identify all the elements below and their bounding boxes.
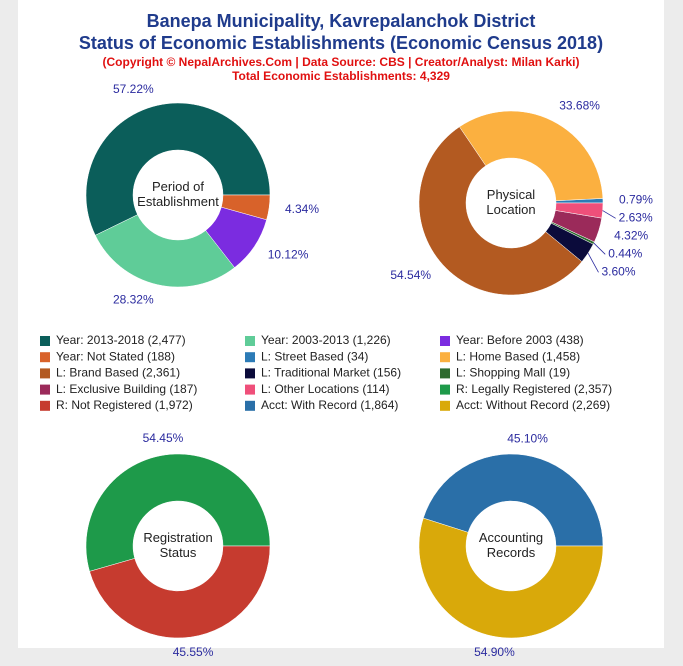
leader-line: [593, 242, 606, 255]
credit: (Copyright © NepalArchives.Com | Data So…: [103, 55, 580, 69]
value-label: 33.68%: [559, 99, 600, 113]
legend-swatch: [40, 352, 50, 363]
legend-label: Year: Before 2003 (438): [456, 333, 584, 347]
legend-label: Year: 2013-2018 (2,477): [56, 333, 186, 347]
total: Total Economic Establishments: 4,329: [232, 69, 450, 83]
center-label: Period of: [152, 179, 204, 194]
legend-label: R: Not Registered (1,972): [56, 398, 193, 412]
value-label: 45.55%: [173, 645, 214, 659]
value-label: 54.90%: [474, 645, 515, 659]
donut-slice: [459, 110, 604, 202]
center-label: Location: [486, 202, 535, 217]
center-label: Physical: [487, 187, 536, 202]
value-label: 4.34%: [285, 202, 319, 216]
legend-label: L: Home Based (1,458): [456, 349, 580, 363]
legend-swatch: [440, 368, 450, 379]
value-label: 57.22%: [113, 82, 154, 96]
legend-label: Acct: With Record (1,864): [261, 398, 398, 412]
legend-label: R: Legally Registered (2,357): [456, 382, 612, 396]
value-label: 0.79%: [619, 192, 653, 206]
value-label: 28.32%: [113, 292, 154, 306]
legend-label: L: Shopping Mall (19): [456, 366, 570, 380]
legend-label: L: Other Locations (114): [261, 382, 390, 396]
legend-swatch: [40, 336, 50, 346]
value-label: 54.54%: [390, 268, 431, 282]
value-label: 4.32%: [614, 228, 648, 242]
center-label: Accounting: [479, 530, 543, 545]
value-label: 10.12%: [268, 247, 309, 261]
donut-slice: [555, 202, 604, 219]
legend-swatch: [440, 352, 450, 363]
center-label: Records: [487, 545, 536, 560]
title: Banepa Municipality, Kavrepalanchok Dist…: [147, 11, 536, 31]
donut-slice: [89, 545, 271, 639]
legend-label: L: Traditional Market (156): [261, 366, 401, 380]
value-label: 2.63%: [619, 210, 653, 224]
legend-swatch: [40, 368, 50, 379]
legend-label: L: Brand Based (2,361): [56, 366, 180, 380]
legend-swatch: [245, 352, 255, 363]
legend-label: Year: Not Stated (188): [56, 349, 175, 363]
legend-swatch: [245, 368, 255, 379]
value-label: 54.45%: [143, 431, 184, 445]
donut-slice: [221, 194, 271, 221]
donut-slice: [85, 102, 271, 236]
value-label: 0.44%: [608, 246, 642, 260]
title: Status of Economic Establishments (Econo…: [79, 33, 603, 53]
legend-swatch: [245, 384, 255, 395]
legend-label: L: Street Based (34): [261, 349, 368, 363]
donut-slice: [423, 453, 604, 547]
legend-label: Acct: Without Record (2,269): [456, 398, 610, 412]
leader-line: [587, 253, 599, 273]
legend-swatch: [245, 336, 255, 346]
center-label: Status: [160, 545, 197, 560]
value-label: 3.60%: [601, 264, 635, 278]
legend-swatch: [40, 384, 50, 395]
legend-label: L: Exclusive Building (187): [56, 382, 197, 396]
legend-swatch: [245, 400, 255, 411]
donut-slice: [94, 214, 235, 288]
legend-swatch: [440, 336, 450, 346]
leader-line: [602, 210, 616, 219]
legend-swatch: [440, 400, 450, 411]
center-label: Establishment: [137, 194, 219, 209]
legend-swatch: [40, 400, 50, 411]
value-label: 45.10%: [507, 431, 548, 445]
legend-label: Year: 2003-2013 (1,226): [261, 333, 391, 347]
legend-swatch: [440, 384, 450, 395]
center-label: Registration: [143, 530, 212, 545]
